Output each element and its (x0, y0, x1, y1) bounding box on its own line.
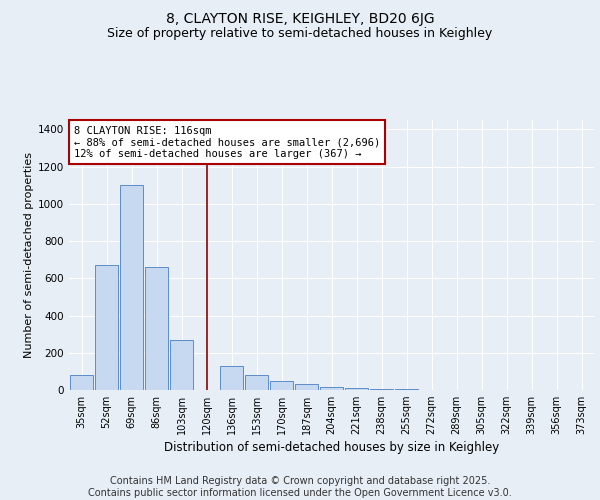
X-axis label: Distribution of semi-detached houses by size in Keighley: Distribution of semi-detached houses by … (164, 442, 499, 454)
Text: Size of property relative to semi-detached houses in Keighley: Size of property relative to semi-detach… (107, 28, 493, 40)
Bar (70, 375, 94, 390)
Bar (220, 366, 244, 390)
Bar (295, 384, 319, 390)
Bar (370, 389, 394, 390)
Text: 8, CLAYTON RISE, KEIGHLEY, BD20 6JG: 8, CLAYTON RISE, KEIGHLEY, BD20 6JG (166, 12, 434, 26)
Bar (170, 340, 193, 390)
Bar (119, 185, 143, 390)
Text: Contains HM Land Registry data © Crown copyright and database right 2025.
Contai: Contains HM Land Registry data © Crown c… (88, 476, 512, 498)
Bar (320, 387, 343, 390)
Text: 8 CLAYTON RISE: 116sqm
← 88% of semi-detached houses are smaller (2,696)
12% of : 8 CLAYTON RISE: 116sqm ← 88% of semi-det… (74, 126, 380, 159)
Bar (95, 265, 118, 390)
Bar (145, 267, 169, 390)
Bar (245, 375, 268, 390)
Bar (269, 380, 293, 390)
Y-axis label: Number of semi-detached properties: Number of semi-detached properties (24, 152, 34, 358)
Bar (344, 388, 368, 390)
